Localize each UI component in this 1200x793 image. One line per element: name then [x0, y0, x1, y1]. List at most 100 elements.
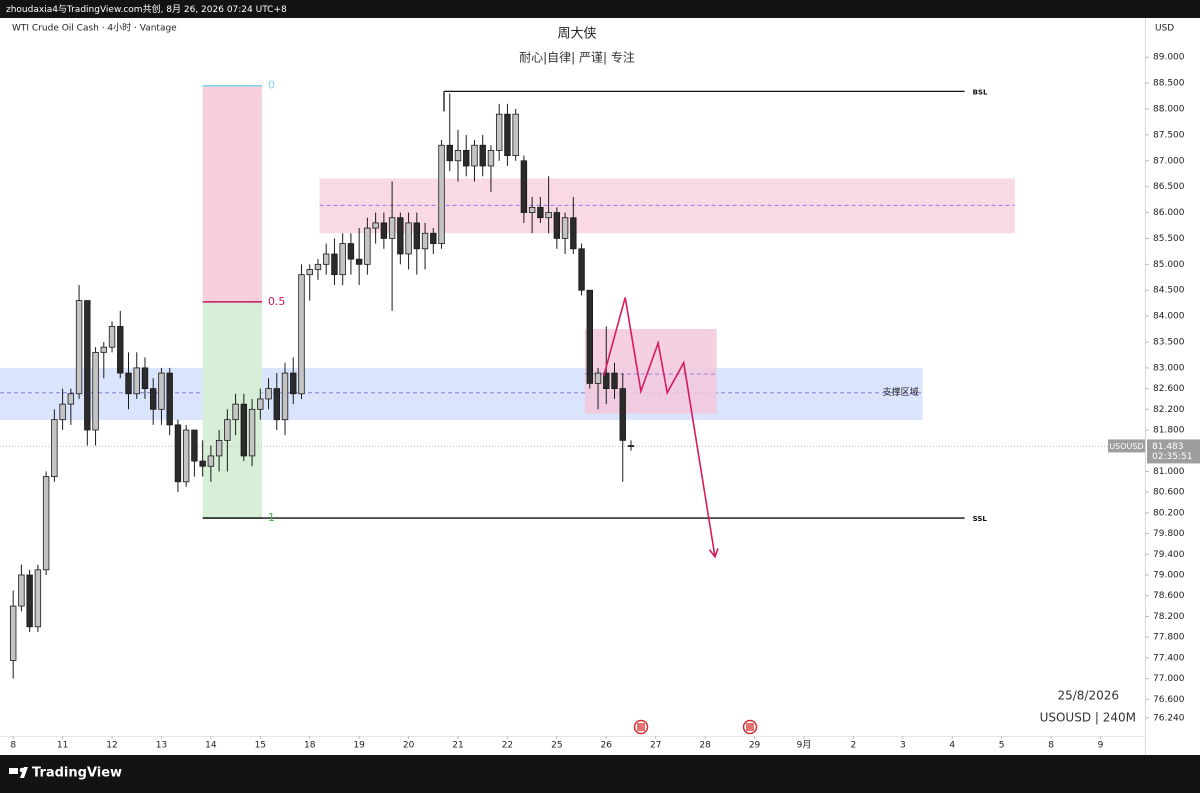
x-tick-label: 29 — [749, 741, 761, 751]
candle-body — [397, 217, 404, 255]
candle-body — [314, 263, 322, 270]
candle — [397, 212, 404, 265]
y-tick-label: 78.600 — [1153, 591, 1185, 601]
candle — [347, 233, 355, 275]
candle-body — [553, 212, 561, 239]
candle — [388, 181, 396, 311]
candle — [51, 409, 58, 482]
candle — [290, 357, 297, 405]
x-tick-label: 11 — [57, 741, 68, 751]
x-tick-label: 13 — [156, 741, 167, 751]
candle-body — [487, 150, 495, 167]
candle-body — [240, 403, 248, 457]
candle-body — [594, 372, 602, 384]
candle-body — [479, 144, 486, 167]
candle — [59, 388, 66, 431]
projection-path — [603, 297, 716, 558]
candle-body — [34, 569, 42, 628]
candle — [125, 352, 132, 410]
candle-body — [26, 574, 33, 628]
candle-body — [141, 367, 149, 389]
candle — [446, 93, 453, 172]
y-tick-label: 76.240 — [1153, 713, 1185, 723]
candle — [133, 352, 140, 399]
y-tick-label: 86.500 — [1153, 182, 1185, 192]
candle — [224, 409, 231, 472]
candle — [9, 590, 17, 679]
candle — [182, 424, 190, 487]
candle-body — [323, 253, 330, 265]
candle-body — [306, 269, 313, 276]
candle-body — [528, 206, 536, 213]
y-tick-label: 77.400 — [1153, 653, 1185, 663]
candle — [627, 440, 635, 451]
candles — [9, 93, 635, 679]
candle-body — [364, 227, 371, 265]
y-tick-label: 85.500 — [1153, 234, 1185, 244]
candle-body — [471, 144, 478, 167]
x-tick-label: 9月 — [797, 740, 812, 751]
event-flag[interactable] — [742, 719, 758, 735]
tradingview-logo[interactable]: TradingView — [9, 766, 122, 781]
x-tick-label: 19 — [353, 741, 365, 751]
event-flag-body — [637, 723, 645, 731]
candle — [611, 362, 618, 399]
zone — [319, 178, 1015, 234]
x-tick-label: 18 — [304, 741, 316, 751]
x-tick-label: 27 — [650, 741, 661, 751]
x-tick-label: 25 — [551, 741, 562, 751]
y-tick-label: 87.000 — [1153, 156, 1185, 166]
candle-body — [495, 113, 503, 151]
projection-arrowhead — [708, 548, 719, 559]
candle-body — [273, 388, 280, 421]
candle — [421, 222, 429, 270]
candle-body — [199, 460, 206, 467]
price-tag — [1147, 439, 1200, 464]
candle — [479, 134, 486, 177]
candle — [512, 108, 519, 161]
candle-body — [51, 419, 58, 478]
candle-body — [438, 144, 445, 245]
candle — [18, 564, 25, 612]
candle — [67, 388, 75, 425]
candle-body — [405, 222, 412, 255]
price-tag-countdown: 02:35:51 — [1152, 452, 1192, 462]
y-tick-label: 89.000 — [1153, 53, 1185, 63]
candle-body — [627, 445, 635, 447]
candle-body — [520, 160, 528, 213]
event-flag-body — [746, 723, 754, 731]
candle — [570, 197, 577, 254]
candle — [92, 347, 99, 446]
candle-body — [454, 150, 462, 162]
y-tick-label: 80.600 — [1153, 488, 1185, 498]
candle-body — [463, 150, 470, 167]
candle — [619, 373, 626, 482]
logo-text[interactable]: TradingView — [32, 766, 122, 781]
zone — [584, 329, 717, 414]
candle — [323, 243, 330, 275]
candle — [380, 212, 388, 249]
y-tick-label: 79.400 — [1153, 550, 1185, 560]
candle — [100, 341, 107, 379]
zone-label: 支撑区域 — [883, 386, 919, 398]
candle-body — [191, 429, 198, 462]
y-tick-label: 83.000 — [1153, 363, 1185, 373]
candle-body — [150, 388, 157, 410]
x-tick-label: 28 — [699, 741, 711, 751]
candle-body — [67, 393, 75, 405]
x-tick-label: 21 — [452, 741, 463, 751]
candle — [495, 103, 503, 161]
candle-body — [265, 388, 272, 400]
candle — [553, 207, 561, 249]
y-tick-label: 88.000 — [1153, 104, 1185, 114]
candle — [520, 155, 528, 223]
candle — [413, 212, 421, 275]
candle — [306, 264, 313, 301]
candle — [454, 129, 462, 182]
y-tick-label: 79.000 — [1153, 571, 1185, 581]
candle — [273, 373, 280, 431]
event-flag[interactable] — [633, 719, 649, 735]
candle-body — [9, 605, 17, 661]
candle-body — [430, 232, 437, 245]
candle-body — [380, 222, 388, 239]
